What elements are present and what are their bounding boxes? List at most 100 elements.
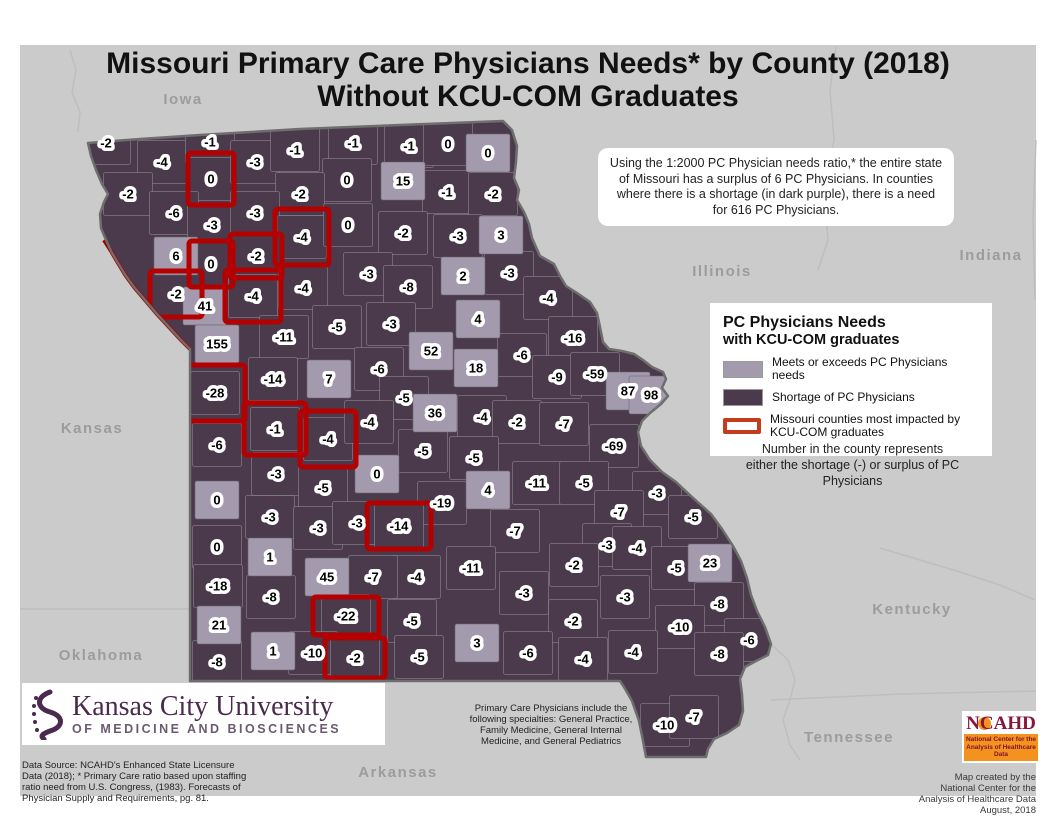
county-badge-value: -8 bbox=[211, 655, 223, 670]
county-badge-value: -3 bbox=[249, 206, 261, 221]
county-badge-halo: -6 bbox=[373, 362, 385, 377]
county-tile-dark bbox=[669, 695, 719, 739]
county-badge-value: 0 bbox=[444, 137, 451, 152]
county-badge-value: 0 bbox=[207, 172, 214, 187]
county-badge-value: -4 bbox=[156, 155, 168, 170]
county-badge-halo: -3 bbox=[518, 586, 530, 601]
impacted-county-outline-layer bbox=[147, 150, 434, 681]
county-badge-value: -5 bbox=[398, 391, 410, 406]
county-badge-halo: 52 bbox=[424, 344, 438, 359]
county-badge-value: -5 bbox=[578, 476, 590, 491]
county-badge-halo: -4 bbox=[247, 289, 259, 304]
county-tile-light bbox=[465, 133, 511, 173]
county-badge-value: -7 bbox=[558, 417, 570, 432]
county-badge-halo: 0 bbox=[484, 146, 491, 161]
county-badge-halo: 0 bbox=[343, 173, 350, 188]
county-badge-halo: -2 bbox=[122, 187, 134, 202]
county-tile-dark bbox=[312, 305, 362, 349]
county-badge-halo: 155 bbox=[206, 337, 228, 352]
county-tile-dark bbox=[394, 635, 444, 679]
impacted-county-outline bbox=[186, 238, 236, 290]
county-badge-halo: 87 bbox=[621, 384, 635, 399]
county-badge-halo: -3 bbox=[362, 267, 374, 282]
county-badge-halo: -5 bbox=[578, 476, 590, 491]
legend-subtitle: with KCU-COM graduates bbox=[723, 332, 900, 348]
county-badge-halo: -5 bbox=[413, 650, 425, 665]
county-tile-light bbox=[247, 537, 293, 577]
legend-label: Missouri counties most impacted by KCU-C… bbox=[770, 412, 961, 439]
impacted-county-outline bbox=[322, 635, 388, 681]
neighbor-state-label-oklahoma: Oklahoma bbox=[59, 647, 144, 664]
county-badge-halo: 0 bbox=[213, 540, 220, 555]
county-tile-dark bbox=[589, 424, 639, 468]
legend-swatch-redline bbox=[723, 418, 761, 434]
county-tile-dark bbox=[503, 631, 553, 675]
legend-swatch-dark bbox=[723, 389, 763, 406]
county-tile-light bbox=[453, 348, 499, 388]
county-badge-value: -8 bbox=[265, 590, 277, 605]
county-tile-dark bbox=[228, 274, 278, 318]
page-title: Missouri Primary Care Physicians Needs* … bbox=[20, 47, 1036, 113]
county-badge-value: -28 bbox=[206, 386, 225, 401]
county-badge-value: -2 bbox=[122, 187, 134, 202]
legend-item-light: Meets or exceeds PC Physicians needs bbox=[723, 356, 979, 382]
county-tile-dark bbox=[366, 302, 416, 346]
county-badge-halo: 0 bbox=[207, 172, 214, 187]
county-badge-halo: -22 bbox=[337, 609, 356, 624]
county-badge-value: -69 bbox=[605, 439, 624, 454]
number-meaning-note: Number in the county represents either t… bbox=[745, 441, 960, 489]
county-badge-halo: 0 bbox=[207, 257, 214, 272]
county-badge-halo: -8 bbox=[402, 280, 414, 295]
county-badge-halo: -10 bbox=[656, 718, 675, 733]
county-badge-value: -3 bbox=[518, 586, 530, 601]
county-badge-value: -2 bbox=[294, 187, 306, 202]
impacted-county-outline bbox=[185, 150, 237, 208]
county-badge-value: 4 bbox=[484, 483, 492, 498]
county-badge-halo: -2 bbox=[487, 187, 499, 202]
county-badge-value: 1 bbox=[269, 644, 276, 659]
county-badge-value: -5 bbox=[331, 320, 343, 335]
county-badge-halo: -28 bbox=[206, 386, 225, 401]
pcp-definition-text: Primary Care Physicians include the foll… bbox=[469, 703, 633, 747]
impacted-county-outline bbox=[241, 400, 309, 458]
county-badge-value: -2 bbox=[100, 136, 112, 151]
county-badge-halo: -4 bbox=[363, 415, 375, 430]
county-badge-value: 36 bbox=[428, 406, 442, 421]
county-badge-halo: -11 bbox=[528, 476, 546, 491]
number-meaning-text: Number in the county represents either t… bbox=[745, 442, 960, 488]
county-badge-halo: -11 bbox=[275, 330, 293, 345]
county-badge-halo: -11 bbox=[462, 561, 480, 576]
county-tile-dark bbox=[549, 543, 599, 587]
ncahd-logo: NCAHD National Center for the Analysis o… bbox=[962, 711, 1040, 763]
county-badge-halo: -4 bbox=[296, 230, 308, 245]
impacted-county-outline bbox=[147, 268, 205, 320]
neighbor-state-label-kentucky: Kentucky bbox=[872, 601, 952, 618]
county-tile-light bbox=[465, 470, 511, 510]
county-badge-value: -11 bbox=[462, 561, 480, 576]
county-badge-halo: 2 bbox=[459, 269, 466, 284]
county-badge-halo: -2 bbox=[250, 249, 262, 264]
county-badge-value: -6 bbox=[522, 646, 534, 661]
county-badge-value: -1 bbox=[347, 136, 359, 151]
county-badge-value: 6 bbox=[172, 249, 179, 264]
county-tile-dark bbox=[608, 630, 658, 674]
county-badge-halo: -1 bbox=[289, 143, 301, 158]
county-badge-value: -14 bbox=[390, 519, 410, 534]
county-badge-halo: -59 bbox=[586, 367, 605, 382]
county-badge-halo: -1 bbox=[269, 422, 281, 437]
county-badge-value: 4 bbox=[474, 312, 482, 327]
county-badge-value: -4 bbox=[577, 652, 589, 667]
county-badge-halo: -69 bbox=[605, 439, 624, 454]
county-badge-value: 52 bbox=[424, 344, 438, 359]
county-badge-halo: -2 bbox=[349, 651, 361, 666]
county-badge-halo: -5 bbox=[406, 614, 418, 629]
county-badge-value: -3 bbox=[362, 267, 374, 282]
county-badge-value: -11 bbox=[528, 476, 546, 491]
county-badge-value: 3 bbox=[473, 636, 480, 651]
county-tile-light bbox=[354, 454, 400, 494]
county-badge-value: -6 bbox=[211, 438, 223, 453]
county-tile-dark bbox=[323, 203, 373, 247]
county-badge-value: -5 bbox=[317, 481, 329, 496]
county-badge-value: -3 bbox=[351, 516, 363, 531]
summary-note-box: Using the 1:2000 PC Physician needs rati… bbox=[598, 148, 954, 226]
